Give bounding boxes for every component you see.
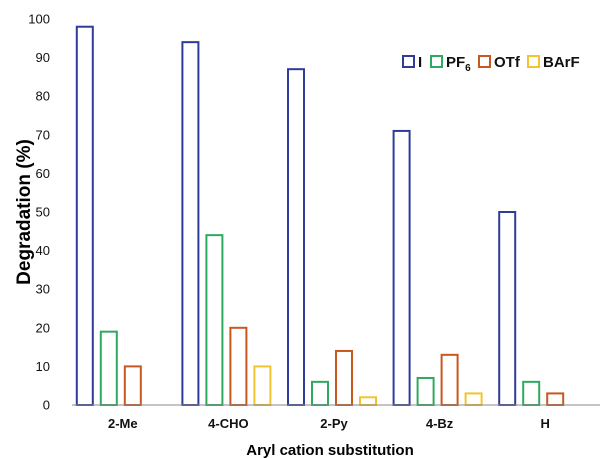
y-tick-label: 20	[36, 320, 50, 335]
x-category-label: H	[541, 416, 550, 431]
y-tick-label: 50	[36, 205, 50, 220]
legend-swatch-barf	[527, 55, 540, 68]
bar-i-h	[498, 211, 517, 406]
y-tick-label: 100	[28, 12, 50, 27]
bar-barf-2-py	[359, 396, 377, 406]
y-tick-label: 60	[36, 166, 50, 181]
bar-otf-4-bz	[440, 353, 459, 407]
x-axis-categories: 2-Me 4-CHO 2-Py 4-Bz H	[108, 416, 550, 431]
y-axis-ticks: 0 10 20 30 40 50 60 70 80 90 100	[28, 12, 50, 413]
bar-pf-4-cho	[205, 234, 224, 406]
y-axis-title: Degradation (%)	[14, 139, 35, 285]
bar-i-2-py	[287, 68, 305, 407]
x-category-label: 2-Py	[320, 416, 348, 431]
legend-swatch-pf	[430, 55, 443, 68]
bar-pf-h	[522, 380, 541, 406]
x-category-label: 2-Me	[108, 416, 138, 431]
legend-swatch-otf	[478, 55, 491, 68]
bar-i-2-me	[75, 25, 94, 406]
y-tick-label: 40	[36, 243, 50, 258]
bar-barf-4-bz	[464, 392, 483, 407]
bar-pf-2-py	[311, 380, 329, 406]
bar-otf-h	[546, 392, 565, 407]
legend-label-otf: OTf	[494, 54, 521, 71]
bars	[75, 25, 565, 407]
bar-i-4-cho	[181, 41, 200, 406]
legend-label-pf: PF6	[446, 54, 471, 74]
bar-pf-4-bz	[416, 376, 435, 407]
bar-otf-4-cho	[229, 326, 248, 406]
legend-label-i: I	[418, 54, 422, 71]
legend-swatch-i	[402, 55, 415, 68]
bar-otf-2-py	[335, 349, 353, 406]
y-tick-label: 90	[36, 50, 50, 65]
bar-i-4-bz	[392, 129, 411, 406]
x-category-label: 4-Bz	[426, 416, 454, 431]
x-axis-title: Aryl cation substitution	[246, 442, 414, 458]
y-tick-label: 70	[36, 127, 50, 142]
legend: I PF6 OTf BArF	[402, 54, 580, 74]
y-tick-label: 30	[36, 282, 50, 297]
y-tick-label: 10	[36, 359, 50, 374]
bar-pf-2-me	[99, 330, 118, 406]
legend-label-barf: BArF	[543, 54, 580, 71]
x-category-label: 4-CHO	[208, 416, 248, 431]
y-tick-label: 0	[43, 398, 50, 413]
y-tick-label: 80	[36, 89, 50, 104]
bar-otf-2-me	[123, 365, 142, 406]
bar-barf-4-cho	[253, 365, 272, 406]
